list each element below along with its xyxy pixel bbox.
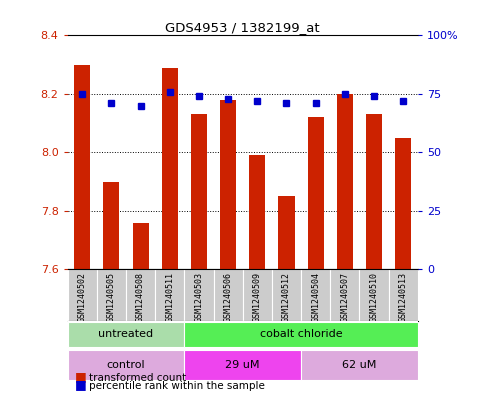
Title: GDS4953 / 1382199_at: GDS4953 / 1382199_at [165,21,320,34]
Text: percentile rank within the sample: percentile rank within the sample [89,381,265,391]
Bar [337,94,353,269]
Text: control: control [107,360,145,370]
Bar [279,196,295,269]
Text: GSM1240510: GSM1240510 [369,272,379,322]
Bar [191,114,207,269]
Bar [74,64,90,269]
Bar [359,269,389,321]
Bar [272,269,301,321]
Bar [185,350,301,380]
Bar [330,269,359,321]
Bar [185,269,213,321]
Bar [301,269,330,321]
Text: ■: ■ [75,378,86,391]
Bar [97,269,126,321]
Bar [68,322,185,347]
Text: GSM1240505: GSM1240505 [107,272,116,322]
Text: 29 uM: 29 uM [226,360,260,370]
Text: GSM1240503: GSM1240503 [195,272,203,322]
Bar [389,269,418,321]
Text: GSM1240512: GSM1240512 [282,272,291,322]
Text: GSM1240511: GSM1240511 [165,272,174,322]
Bar [395,138,411,269]
Bar [366,114,382,269]
Bar [126,269,155,321]
Bar [249,155,265,269]
Bar [220,100,236,269]
Bar [213,269,243,321]
Bar [242,269,272,321]
Text: GSM1240509: GSM1240509 [253,272,262,322]
Text: 62 uM: 62 uM [342,360,377,370]
Text: GSM1240506: GSM1240506 [224,272,233,322]
Text: GSM1240502: GSM1240502 [78,272,87,322]
Text: GSM1240504: GSM1240504 [311,272,320,322]
Bar [68,269,97,321]
Bar [308,117,324,269]
Bar [185,322,418,347]
Bar [301,350,418,380]
Text: cobalt chloride: cobalt chloride [260,329,342,340]
Bar [155,269,185,321]
Bar [68,350,185,380]
Bar [132,222,149,269]
Bar [103,182,119,269]
Bar [162,68,178,269]
Text: GSM1240508: GSM1240508 [136,272,145,322]
Text: ■: ■ [75,370,86,383]
Text: GSM1240507: GSM1240507 [341,272,349,322]
Text: untreated: untreated [99,329,154,340]
Text: transformed count: transformed count [89,373,186,383]
Text: GSM1240513: GSM1240513 [398,272,408,322]
